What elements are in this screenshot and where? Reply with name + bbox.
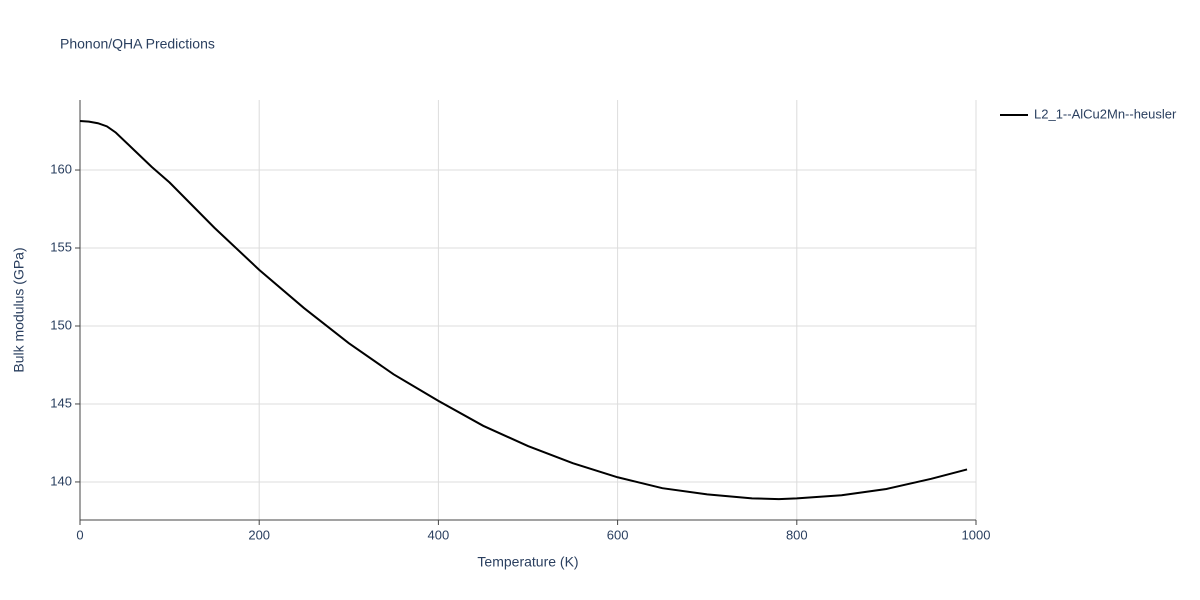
x-tick-label: 1000	[962, 527, 991, 542]
y-axis-label: Bulk modulus (GPa)	[11, 247, 27, 372]
y-tick-label: 155	[50, 239, 72, 254]
data-line	[79, 120, 968, 501]
x-tick-label: 200	[248, 527, 270, 542]
x-tick-label: 400	[428, 527, 450, 542]
y-tick-label: 150	[50, 317, 72, 332]
chart-title: Phonon/QHA Predictions	[60, 36, 215, 52]
legend-label: L2_1--AlCu2Mn--heusler	[1034, 106, 1177, 121]
x-tick-label: 800	[786, 527, 808, 542]
y-tick-label: 160	[50, 161, 72, 176]
y-tick-label: 140	[50, 473, 72, 488]
x-tick-label: 600	[607, 527, 629, 542]
y-tick-label: 145	[50, 395, 72, 410]
x-tick-label: 0	[76, 527, 83, 542]
x-axis-label: Temperature (K)	[477, 554, 578, 570]
